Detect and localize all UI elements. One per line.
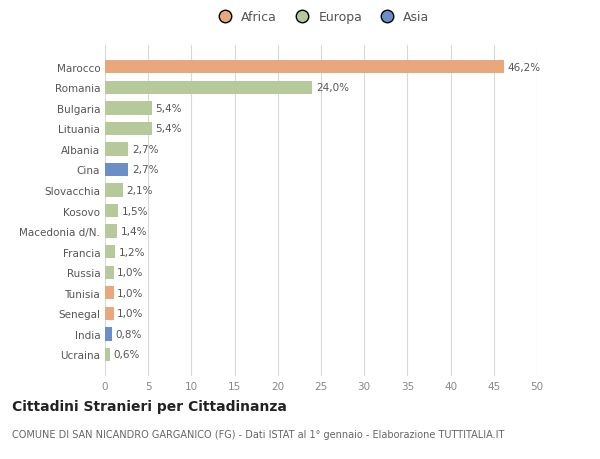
Text: 2,1%: 2,1%: [127, 185, 153, 196]
Text: COMUNE DI SAN NICANDRO GARGANICO (FG) - Dati ISTAT al 1° gennaio - Elaborazione : COMUNE DI SAN NICANDRO GARGANICO (FG) - …: [12, 429, 505, 439]
Bar: [105, 266, 113, 280]
Text: 24,0%: 24,0%: [316, 83, 349, 93]
Text: 2,7%: 2,7%: [132, 165, 158, 175]
Text: 2,7%: 2,7%: [132, 145, 158, 155]
Text: 1,0%: 1,0%: [117, 309, 143, 319]
Bar: [105, 246, 115, 259]
Bar: [105, 163, 128, 177]
Text: 1,0%: 1,0%: [117, 288, 143, 298]
Bar: [105, 61, 504, 74]
Bar: [105, 307, 113, 320]
Bar: [105, 81, 313, 95]
Bar: [105, 348, 110, 361]
Text: 5,4%: 5,4%: [155, 124, 182, 134]
Bar: [105, 204, 118, 218]
Bar: [105, 225, 117, 238]
Text: 1,0%: 1,0%: [117, 268, 143, 278]
Legend: Africa, Europa, Asia: Africa, Europa, Asia: [208, 6, 434, 29]
Text: Cittadini Stranieri per Cittadinanza: Cittadini Stranieri per Cittadinanza: [12, 399, 287, 413]
Text: 0,8%: 0,8%: [115, 329, 142, 339]
Bar: [105, 286, 113, 300]
Text: 1,2%: 1,2%: [119, 247, 145, 257]
Text: 1,4%: 1,4%: [121, 227, 147, 237]
Bar: [105, 143, 128, 156]
Text: 5,4%: 5,4%: [155, 104, 182, 113]
Text: 0,6%: 0,6%: [113, 350, 140, 360]
Bar: [105, 184, 123, 197]
Bar: [105, 102, 152, 115]
Bar: [105, 328, 112, 341]
Text: 1,5%: 1,5%: [121, 206, 148, 216]
Text: 46,2%: 46,2%: [508, 62, 541, 73]
Bar: [105, 123, 152, 136]
